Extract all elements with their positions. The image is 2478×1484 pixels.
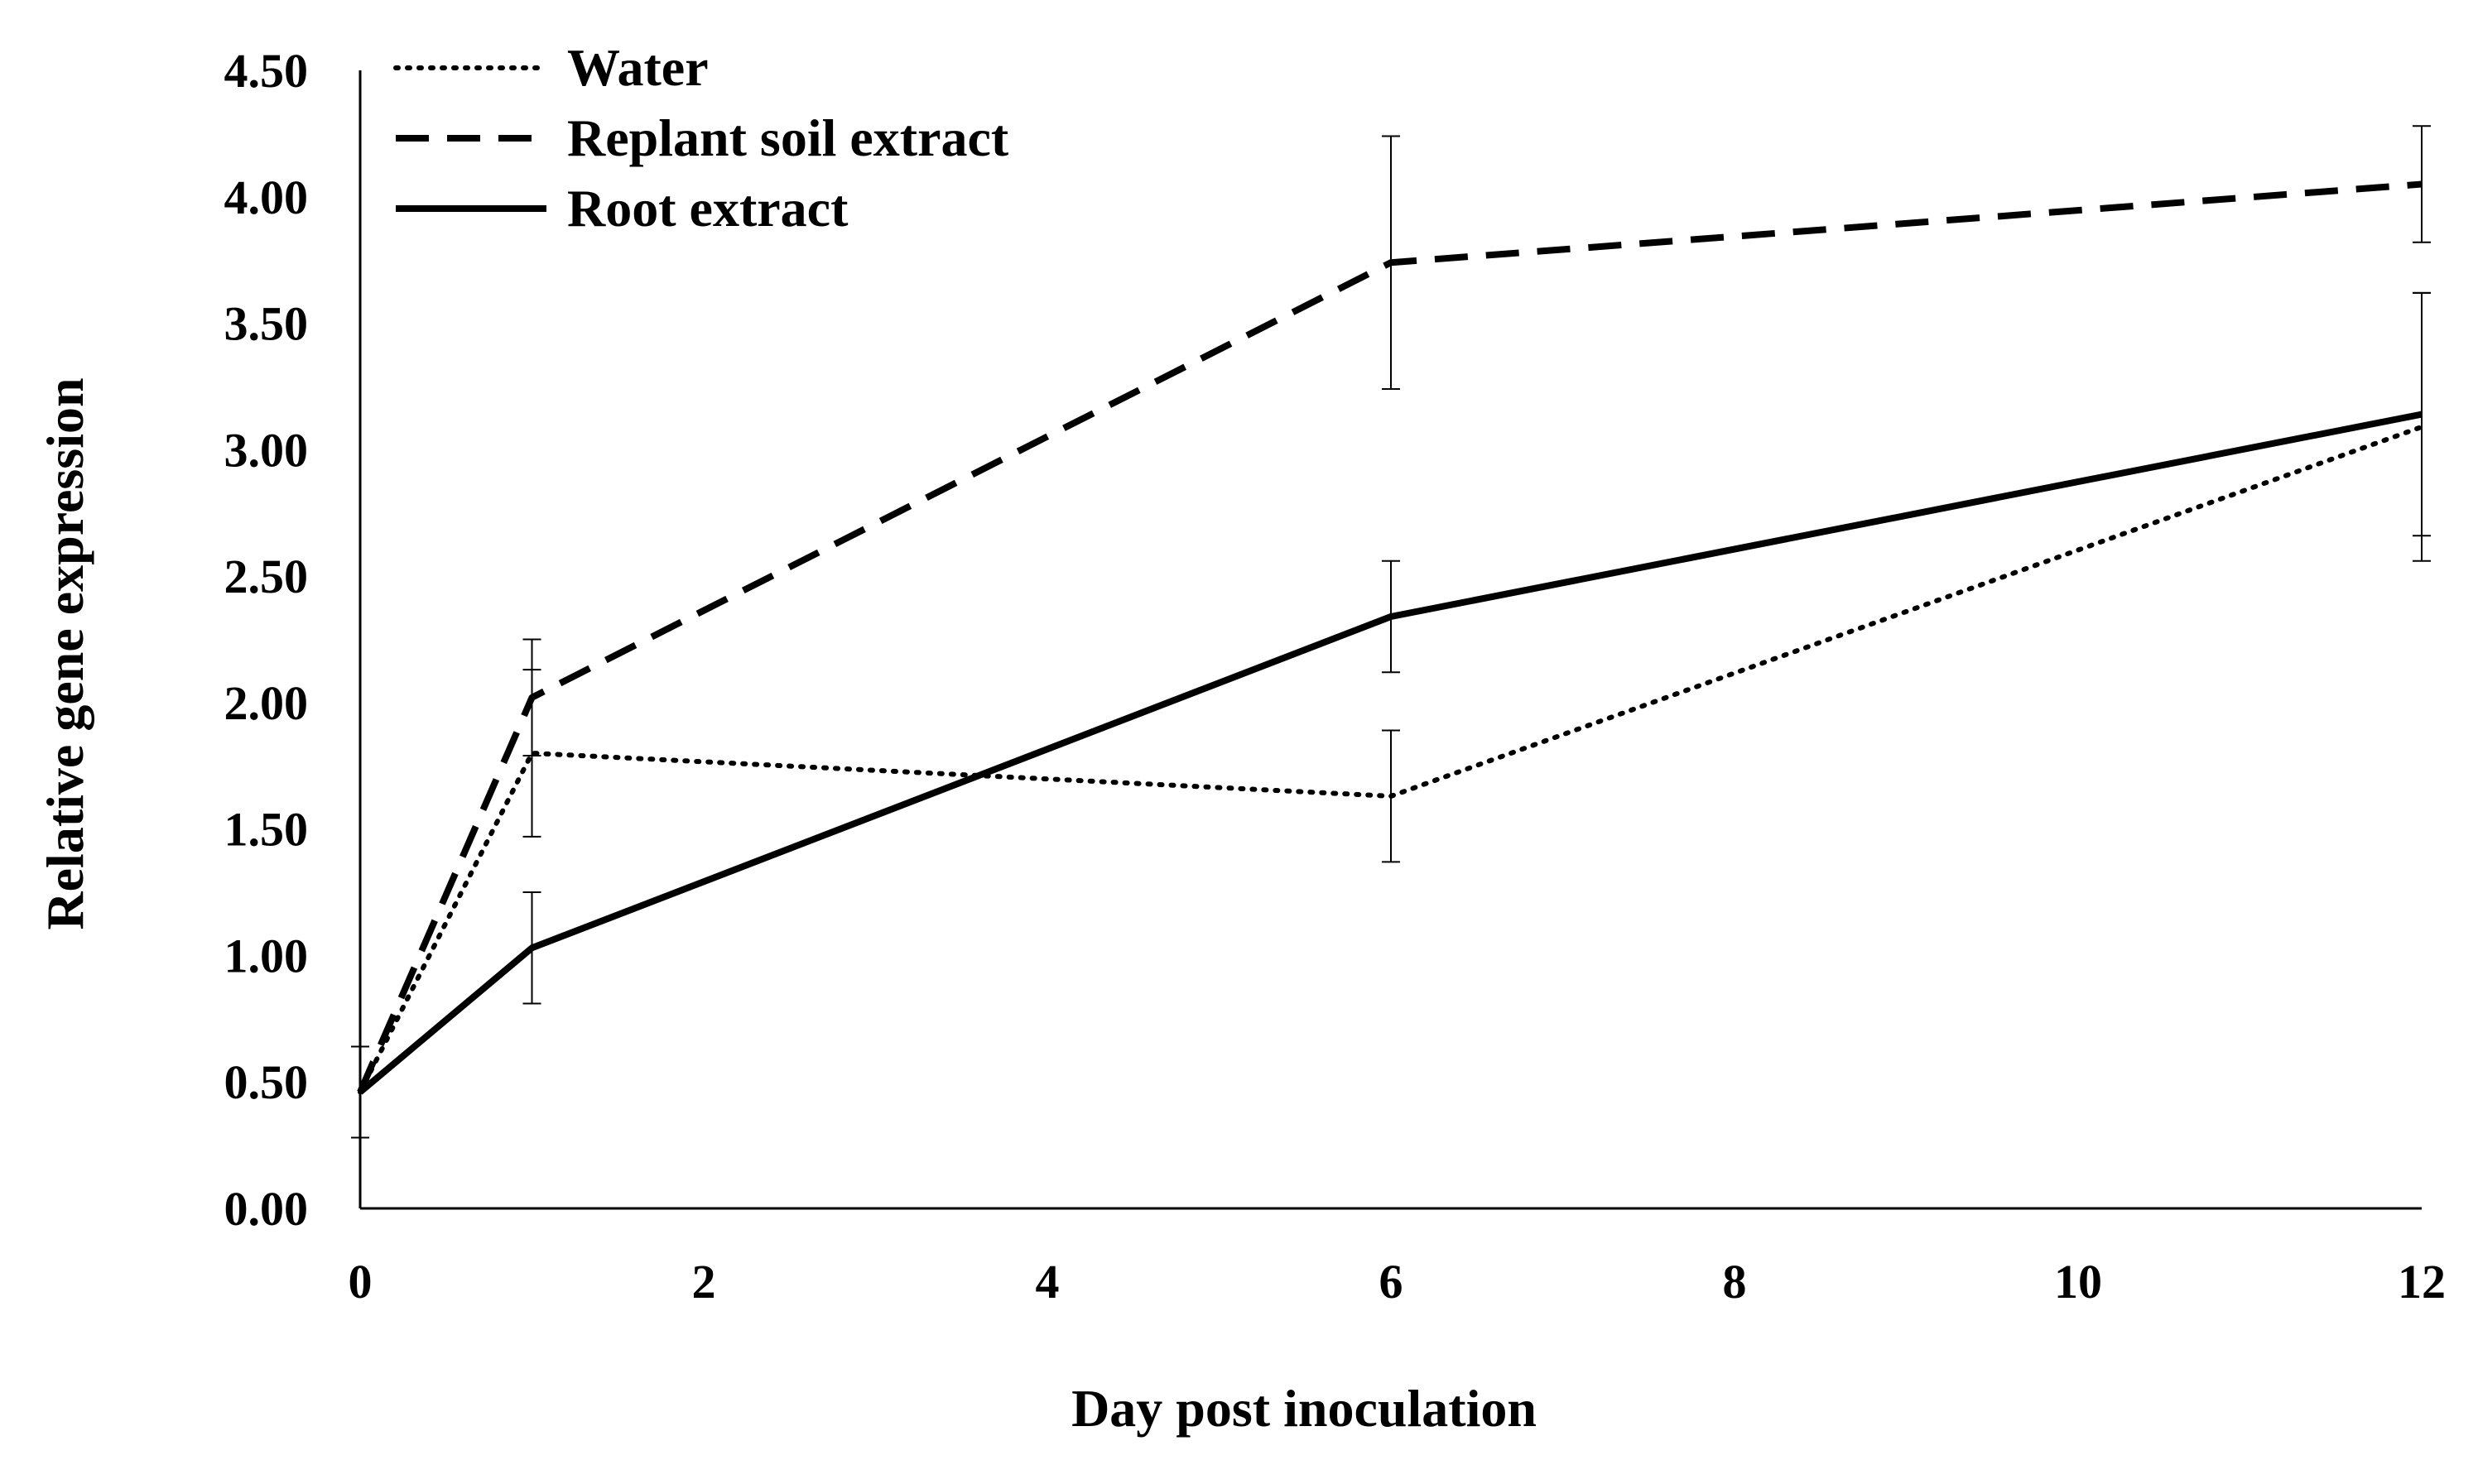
y-tick-label: 0.00 [224, 1182, 309, 1236]
x-tick-label: 0 [349, 1255, 373, 1309]
y-tick-label: 1.50 [224, 803, 309, 857]
legend: Water Replant soil extract Root extract [393, 38, 1009, 238]
series-line-water [358, 424, 2424, 1095]
series-layer [357, 180, 2424, 1095]
error-bars [351, 125, 2431, 1139]
x-tick-label: 4 [1036, 1255, 1060, 1309]
y-tick-label: 4.00 [224, 170, 309, 224]
y-tick-label: 2.50 [224, 550, 309, 603]
error-bar-root-extract [2413, 291, 2431, 537]
error-bar-replant-soil-extract [2413, 125, 2431, 243]
x-tick-label: 2 [692, 1255, 716, 1309]
x-tick-label: 8 [1723, 1255, 1747, 1309]
error-bar-water [1382, 729, 1400, 863]
error-bar-root-extract [522, 891, 541, 1005]
x-tick-label: 10 [2054, 1255, 2102, 1309]
y-tick-label: 3.00 [224, 423, 309, 477]
y-axis-title: Relative gene expression [36, 377, 94, 929]
legend-label: Water [567, 38, 709, 97]
y-axis-ticks: 0.00 0.50 1.00 1.50 2.00 2.50 3.00 3.50 4.00 4.50 [224, 44, 309, 1236]
legend-label: Root extract [567, 179, 849, 238]
error-bar-root-extract [1382, 560, 1400, 674]
series-line-root-extract [358, 411, 2423, 1095]
error-bar-root-extract [351, 1045, 369, 1139]
x-tick-label: 6 [1379, 1255, 1403, 1309]
x-tick-label: 12 [2398, 1255, 2446, 1309]
x-axis-title: Day post inoculation [1071, 1379, 1537, 1438]
y-tick-label: 1.00 [224, 929, 309, 982]
x-axis-ticks: 0 2 4 6 8 10 12 [349, 1255, 2447, 1309]
y-tick-label: 3.50 [224, 297, 309, 351]
error-bar-replant-soil-extract [1382, 135, 1400, 390]
legend-label: Replant soil extract [567, 108, 1009, 167]
y-tick-label: 2.00 [224, 676, 309, 730]
y-tick-label: 0.50 [224, 1055, 309, 1109]
series-line-replant-soil-extract [357, 180, 2423, 1094]
axes [358, 70, 2422, 1210]
y-tick-label: 4.50 [224, 44, 309, 98]
error-bar-replant-soil-extract [522, 638, 541, 757]
